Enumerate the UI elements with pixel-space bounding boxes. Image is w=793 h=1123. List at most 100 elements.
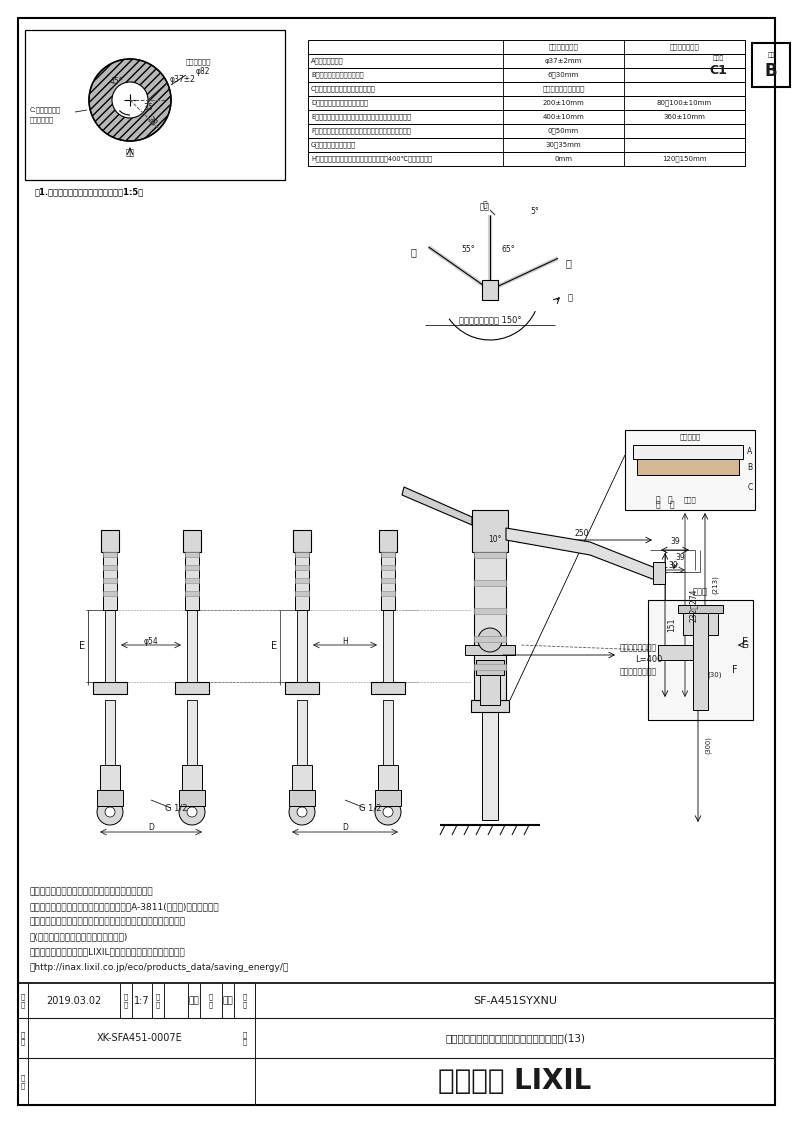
Bar [383, 700, 393, 765]
Bar [381, 591, 395, 596]
Text: E: E [79, 641, 85, 651]
Bar [381, 565, 395, 570]
Text: C：裏面取付作業必要スペース寸法: C：裏面取付作業必要スペース寸法 [311, 85, 376, 92]
Bar [295, 591, 309, 596]
Bar [308, 152, 745, 166]
Text: 取付可能穴径: 取付可能穴径 [186, 58, 212, 65]
Text: G：止水栓の雄ネジ寸法: G：止水栓の雄ネジ寸法 [311, 141, 356, 148]
Bar [648, 600, 753, 720]
Text: L=400: L=400 [635, 656, 662, 665]
Bar [185, 591, 199, 596]
Bar [625, 430, 755, 510]
Circle shape [297, 807, 307, 818]
Text: 釜山: 釜山 [189, 996, 199, 1005]
Bar [308, 54, 745, 69]
Text: 10°: 10° [488, 536, 502, 545]
Bar [381, 578, 395, 583]
Bar [185, 553, 199, 557]
Circle shape [375, 798, 401, 825]
Bar [683, 610, 718, 634]
Text: 水: 水 [566, 258, 572, 268]
Bar [752, 43, 790, 86]
Bar [474, 550, 506, 700]
Bar [289, 789, 315, 806]
Text: 図
番: 図 番 [21, 1031, 25, 1046]
Text: 前: 前 [568, 293, 573, 302]
Text: φ82: φ82 [196, 67, 210, 76]
Circle shape [105, 807, 115, 818]
Circle shape [179, 798, 205, 825]
Text: 65°: 65° [501, 246, 515, 255]
Bar [471, 700, 509, 712]
Bar [295, 550, 309, 610]
Text: φ37±2mm: φ37±2mm [545, 58, 582, 64]
Text: （http://inax.lixil.co.jp/eco/products_data/saving_energy/）: （http://inax.lixil.co.jp/eco/products_da… [30, 962, 289, 971]
Bar [658, 645, 693, 660]
Text: B: B [764, 62, 777, 80]
Text: D：取穴・配管と止水栓の寸法: D：取穴・配管と止水栓の寸法 [311, 100, 368, 107]
Text: 2019.03.02: 2019.03.02 [46, 995, 102, 1005]
Text: (30): (30) [707, 672, 722, 678]
Text: 必要スペース: 必要スペース [30, 117, 54, 124]
Text: 湯: 湯 [483, 201, 488, 210]
Bar [637, 459, 739, 475]
Text: 片側振りの場合: 片側振りの場合 [669, 44, 699, 51]
Bar [103, 550, 117, 610]
Bar [308, 69, 745, 82]
Bar [187, 610, 197, 682]
Text: XK-SFA451-0007E: XK-SFA451-0007E [97, 1033, 183, 1043]
Bar [480, 675, 500, 705]
Text: 39: 39 [668, 562, 678, 570]
Bar [175, 682, 209, 694]
Bar [103, 591, 117, 596]
Polygon shape [402, 487, 472, 524]
Bar [103, 553, 117, 557]
Bar [474, 579, 506, 586]
Text: 0～50mm: 0～50mm [548, 128, 579, 135]
Text: レバー口回転範囲 150°: レバー口回転範囲 150° [458, 316, 521, 325]
Text: 360±10mm: 360±10mm [664, 115, 706, 120]
Bar [381, 553, 395, 557]
Text: 省エネ: 省エネ [712, 55, 724, 61]
Text: φ37±2: φ37±2 [170, 75, 196, 84]
Text: 120～150mm: 120～150mm [662, 156, 707, 163]
Text: F: F [732, 665, 737, 675]
Bar [472, 510, 508, 553]
Bar [292, 765, 312, 789]
Text: 151: 151 [668, 618, 676, 632]
Text: E: E [271, 641, 277, 651]
Bar [375, 789, 401, 806]
Bar [101, 530, 119, 553]
Bar [295, 565, 309, 570]
Bar [633, 445, 743, 459]
Bar [185, 550, 199, 610]
Text: 80～100±10mm: 80～100±10mm [657, 100, 712, 107]
Text: B: B [748, 463, 753, 472]
Text: ハンドシャワー付シングルレバー混合水栓(13): ハンドシャワー付シングルレバー混合水栓(13) [445, 1033, 585, 1043]
Text: 250: 250 [575, 529, 589, 538]
Text: 補強板: 補強板 [684, 496, 696, 503]
Text: A: A [747, 447, 753, 457]
Bar [381, 550, 395, 610]
Bar [100, 765, 120, 789]
Polygon shape [506, 528, 660, 585]
Bar [474, 608, 506, 614]
Text: 45°: 45° [110, 77, 124, 86]
Text: E: E [742, 637, 748, 647]
Circle shape [187, 807, 197, 818]
Bar [179, 789, 205, 806]
Bar [379, 530, 397, 553]
Text: 水栓取付面: 水栓取付面 [680, 433, 701, 440]
Text: 備
考: 備 考 [21, 1075, 25, 1088]
Text: 閉: 閉 [656, 501, 661, 510]
Text: 39: 39 [670, 538, 680, 547]
Bar [308, 82, 745, 95]
Bar [383, 610, 393, 682]
Text: 閉: 閉 [656, 495, 661, 504]
Text: 製
図: 製 図 [156, 994, 160, 1007]
Bar [18, 983, 775, 1105]
Text: 品
名: 品 名 [243, 1031, 247, 1046]
Bar [25, 30, 285, 180]
Bar [474, 553, 506, 558]
Bar [105, 700, 115, 765]
